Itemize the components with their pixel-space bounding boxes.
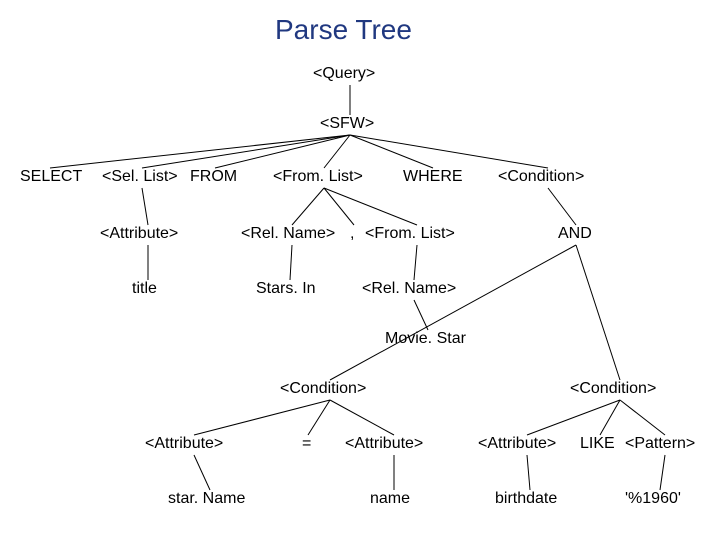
tree-node-starsin: Stars. In bbox=[256, 280, 316, 298]
tree-node-sellist: <Sel. List> bbox=[102, 168, 178, 186]
tree-node-relname2: <Rel. Name> bbox=[362, 280, 456, 298]
tree-node-attribute2: <Attribute> bbox=[145, 435, 223, 453]
tree-node-attribute4: <Attribute> bbox=[478, 435, 556, 453]
tree-node-and: AND bbox=[558, 225, 592, 243]
tree-node-condition1: <Condition> bbox=[280, 380, 366, 398]
tree-node-select: SELECT bbox=[20, 168, 82, 186]
tree-node-attribute3: <Attribute> bbox=[345, 435, 423, 453]
tree-node-name: name bbox=[370, 490, 410, 508]
tree-node-where: WHERE bbox=[403, 168, 463, 186]
tree-node-sfw: <SFW> bbox=[320, 115, 374, 133]
diagram-title: Parse Tree bbox=[275, 14, 412, 46]
tree-node-pct1960: '%1960' bbox=[625, 490, 681, 508]
tree-node-condition0: <Condition> bbox=[498, 168, 584, 186]
tree-node-eq: = bbox=[302, 435, 311, 453]
tree-node-relname1: <Rel. Name> bbox=[241, 225, 335, 243]
tree-node-like: LIKE bbox=[580, 435, 615, 453]
tree-node-comma: , bbox=[350, 225, 354, 243]
tree-node-birthdate: birthdate bbox=[495, 490, 557, 508]
tree-node-from: FROM bbox=[190, 168, 237, 186]
tree-node-title2: title bbox=[132, 280, 157, 298]
tree-node-moviestar: Movie. Star bbox=[385, 330, 466, 348]
tree-node-starname: star. Name bbox=[168, 490, 245, 508]
tree-node-pattern: <Pattern> bbox=[625, 435, 695, 453]
tree-node-condition2: <Condition> bbox=[570, 380, 656, 398]
tree-node-fromlist1: <From. List> bbox=[273, 168, 363, 186]
tree-node-attribute1: <Attribute> bbox=[100, 225, 178, 243]
tree-node-fromlist2: <From. List> bbox=[365, 225, 455, 243]
tree-node-query: <Query> bbox=[313, 65, 375, 83]
